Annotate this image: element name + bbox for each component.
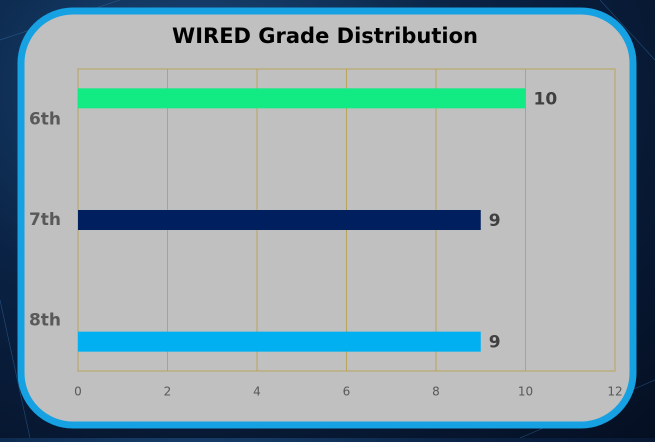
x-tick-label: 6 xyxy=(343,385,351,399)
bar xyxy=(78,88,526,109)
bar xyxy=(78,210,481,230)
y-tick-label: 6th xyxy=(29,109,61,129)
value-label: 10 xyxy=(534,89,558,109)
value-label: 9 xyxy=(489,211,501,231)
x-tick-label: 4 xyxy=(253,385,261,399)
y-tick-label: 7th xyxy=(29,210,61,230)
value-label: 9 xyxy=(489,333,501,353)
y-tick-label: 8th xyxy=(29,311,61,331)
x-tick-label: 10 xyxy=(518,385,533,399)
x-tick-label: 12 xyxy=(607,385,622,399)
bar xyxy=(78,331,481,352)
x-tick-label: 0 xyxy=(74,385,82,399)
x-tick-label: 8 xyxy=(432,385,440,399)
chart-title: WIRED Grade Distribution xyxy=(172,24,478,48)
x-tick-label: 2 xyxy=(164,385,172,399)
